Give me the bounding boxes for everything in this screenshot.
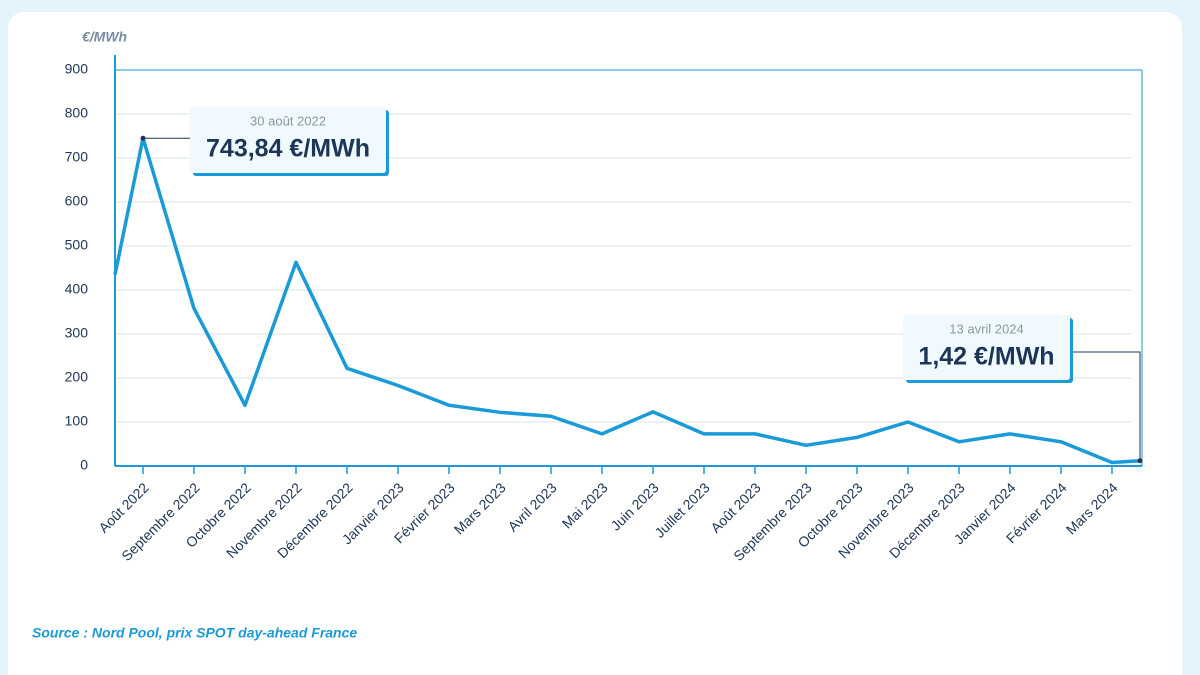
- annotation-connector: [1070, 351, 1141, 461]
- y-tick-label: 500: [65, 237, 89, 253]
- source: Source : Nord Pool, prix SPOT day-ahead …: [32, 625, 357, 641]
- annotation-date: 30 août 2022: [250, 113, 326, 128]
- annotation-value: 743,84 €/MWh: [206, 135, 370, 163]
- y-tick-label: 300: [65, 325, 89, 341]
- annotation-dot: [140, 135, 146, 141]
- y-tick-label: 0: [80, 457, 88, 473]
- y-tick-label: 600: [65, 193, 89, 209]
- y-tick-label: 100: [65, 413, 89, 429]
- y-tick-label: 700: [65, 149, 89, 165]
- price-line: [113, 136, 1141, 465]
- y-tick-label: 400: [65, 281, 89, 297]
- annotation-box: [903, 315, 1070, 380]
- annotation-box: [190, 107, 386, 173]
- y-tick-label: 900: [65, 61, 89, 77]
- annotation-dot: [1137, 458, 1143, 464]
- y-tick-label: 200: [65, 369, 89, 385]
- annotation-value: 1,42 €/MWh: [918, 343, 1054, 371]
- y-tick-label: 800: [65, 105, 89, 121]
- y-axis-unit: €/MWh: [82, 29, 127, 45]
- card: [8, 12, 1182, 675]
- annotation-date: 13 avril 2024: [949, 321, 1023, 336]
